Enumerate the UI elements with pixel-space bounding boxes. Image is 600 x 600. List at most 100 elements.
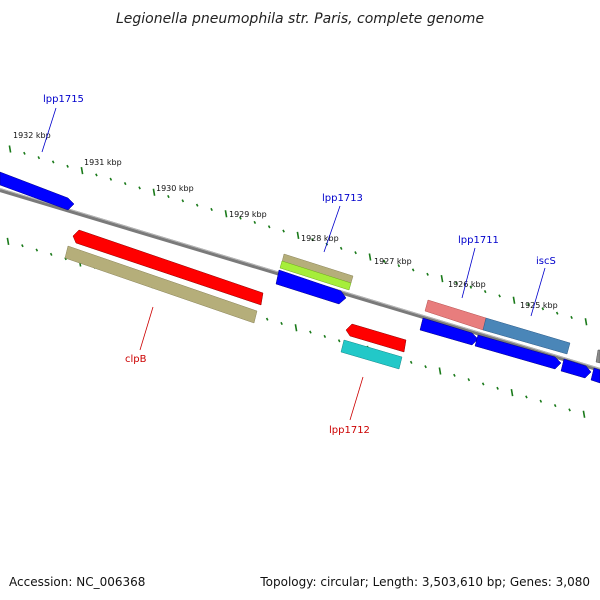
minor-tick: [267, 225, 271, 229]
gene-lpp1715-arrow[interactable]: [0, 171, 75, 211]
minor-tick: [496, 386, 499, 390]
minor-tick: [280, 321, 283, 326]
major-tick: [512, 296, 516, 304]
minor-tick: [167, 194, 170, 199]
tick-label-1926: 1926 kbp: [448, 280, 486, 289]
minor-tick: [383, 259, 386, 263]
gene-label-clpB: clpB: [125, 354, 147, 365]
major-tick: [584, 318, 588, 326]
major-tick: [510, 388, 514, 397]
gene-next-arrow[interactable]: [560, 358, 592, 379]
major-tick: [438, 367, 442, 375]
minor-tick: [469, 285, 473, 289]
minor-tick: [37, 156, 41, 160]
minor-tick: [397, 264, 401, 268]
genome-summary-text: Topology: circular; Length: 3,503,610 bp…: [259, 575, 590, 589]
minor-tick: [426, 272, 429, 276]
minor-tick: [527, 302, 530, 307]
minor-tick: [253, 220, 257, 224]
minor-tick: [265, 317, 269, 321]
outer-tick-row: [8, 145, 588, 326]
feature-edge-grey[interactable]: [595, 349, 600, 364]
minor-tick: [35, 248, 39, 252]
minor-tick: [555, 311, 559, 315]
minor-tick: [525, 395, 528, 399]
gene-lpp1712-arrow[interactable]: [345, 323, 407, 353]
minor-tick: [123, 182, 127, 186]
gene-lpp1711-arrow[interactable]: [419, 317, 479, 346]
minor-tick: [498, 294, 501, 298]
map-title: Legionella pneumophila str. Paris, compl…: [116, 11, 484, 27]
gene-label-lpp1713: lpp1713: [322, 193, 363, 204]
gene-label-lpp1715: lpp1715: [43, 94, 84, 105]
feature-lpp1713-green[interactable]: [279, 260, 352, 291]
gene-label-lpp1711: lpp1711: [458, 235, 499, 246]
major-tick: [582, 410, 586, 418]
gene-clpB-arrow[interactable]: [72, 229, 264, 306]
major-tick: [224, 210, 228, 218]
major-tick: [294, 324, 298, 332]
tick-label-1932: 1932 kbp: [13, 131, 51, 140]
minor-tick: [49, 252, 53, 256]
minor-tick: [337, 339, 341, 343]
minor-tick: [210, 207, 213, 212]
minor-tick: [411, 268, 415, 272]
tick-label-1927: 1927 kbp: [374, 257, 412, 266]
minor-tick: [339, 246, 343, 250]
connector-lpp1712: [349, 376, 364, 421]
connector-lpp1715: [41, 107, 57, 153]
minor-tick: [541, 307, 545, 311]
tick-label-1928: 1928 kbp: [301, 234, 339, 243]
gene-label-lpp1712: lpp1712: [329, 425, 370, 436]
minor-tick: [109, 177, 113, 181]
gene-edge-arrow[interactable]: [590, 367, 600, 384]
minor-tick: [568, 408, 571, 412]
gene-lpp1713-arrow[interactable]: [275, 269, 347, 305]
minor-tick: [570, 315, 573, 320]
major-tick: [8, 145, 12, 153]
label-connectors: [41, 107, 546, 421]
major-tick: [6, 237, 10, 246]
connector-iscS: [530, 267, 546, 317]
minor-tick: [409, 360, 413, 364]
minor-tick: [311, 238, 314, 242]
minor-tick: [195, 203, 199, 207]
reverse-strand-features: [64, 229, 407, 370]
minor-tick: [323, 334, 327, 338]
gene-iscS-arrow[interactable]: [474, 334, 562, 370]
tick-label-1925: 1925 kbp: [520, 301, 558, 310]
minor-tick: [553, 404, 557, 408]
minor-tick: [23, 151, 26, 155]
minor-tick: [181, 199, 185, 203]
minor-tick: [95, 173, 98, 177]
minor-tick: [539, 399, 543, 403]
minor-tick: [453, 373, 456, 377]
forward-strand-features: [0, 171, 600, 384]
minor-tick: [309, 330, 312, 334]
gene-label-iscS: iscS: [536, 256, 556, 267]
accession-text: Accession: NC_006368: [9, 575, 145, 589]
minor-tick: [21, 244, 24, 248]
major-tick: [440, 274, 444, 283]
connector-lpp1713: [323, 205, 341, 253]
major-tick: [296, 231, 300, 240]
minor-tick: [66, 164, 69, 168]
minor-tick: [481, 382, 485, 386]
major-tick: [368, 253, 372, 261]
major-tick: [80, 166, 84, 175]
connector-clpB: [139, 306, 154, 351]
minor-tick: [467, 378, 471, 382]
minor-tick: [455, 281, 458, 285]
minor-tick: [424, 365, 427, 369]
feature-lpp1712-cyan[interactable]: [340, 339, 403, 370]
feature-iscS-steelblue[interactable]: [482, 317, 571, 355]
minor-tick: [354, 251, 357, 255]
major-tick: [152, 188, 156, 196]
tick-label-1929: 1929 kbp: [229, 210, 267, 219]
tick-label-1931: 1931 kbp: [84, 158, 122, 167]
minor-tick: [282, 229, 285, 233]
tick-label-1930: 1930 kbp: [156, 184, 194, 193]
minor-tick: [51, 160, 55, 164]
feature-clpB-tan[interactable]: [64, 245, 258, 324]
